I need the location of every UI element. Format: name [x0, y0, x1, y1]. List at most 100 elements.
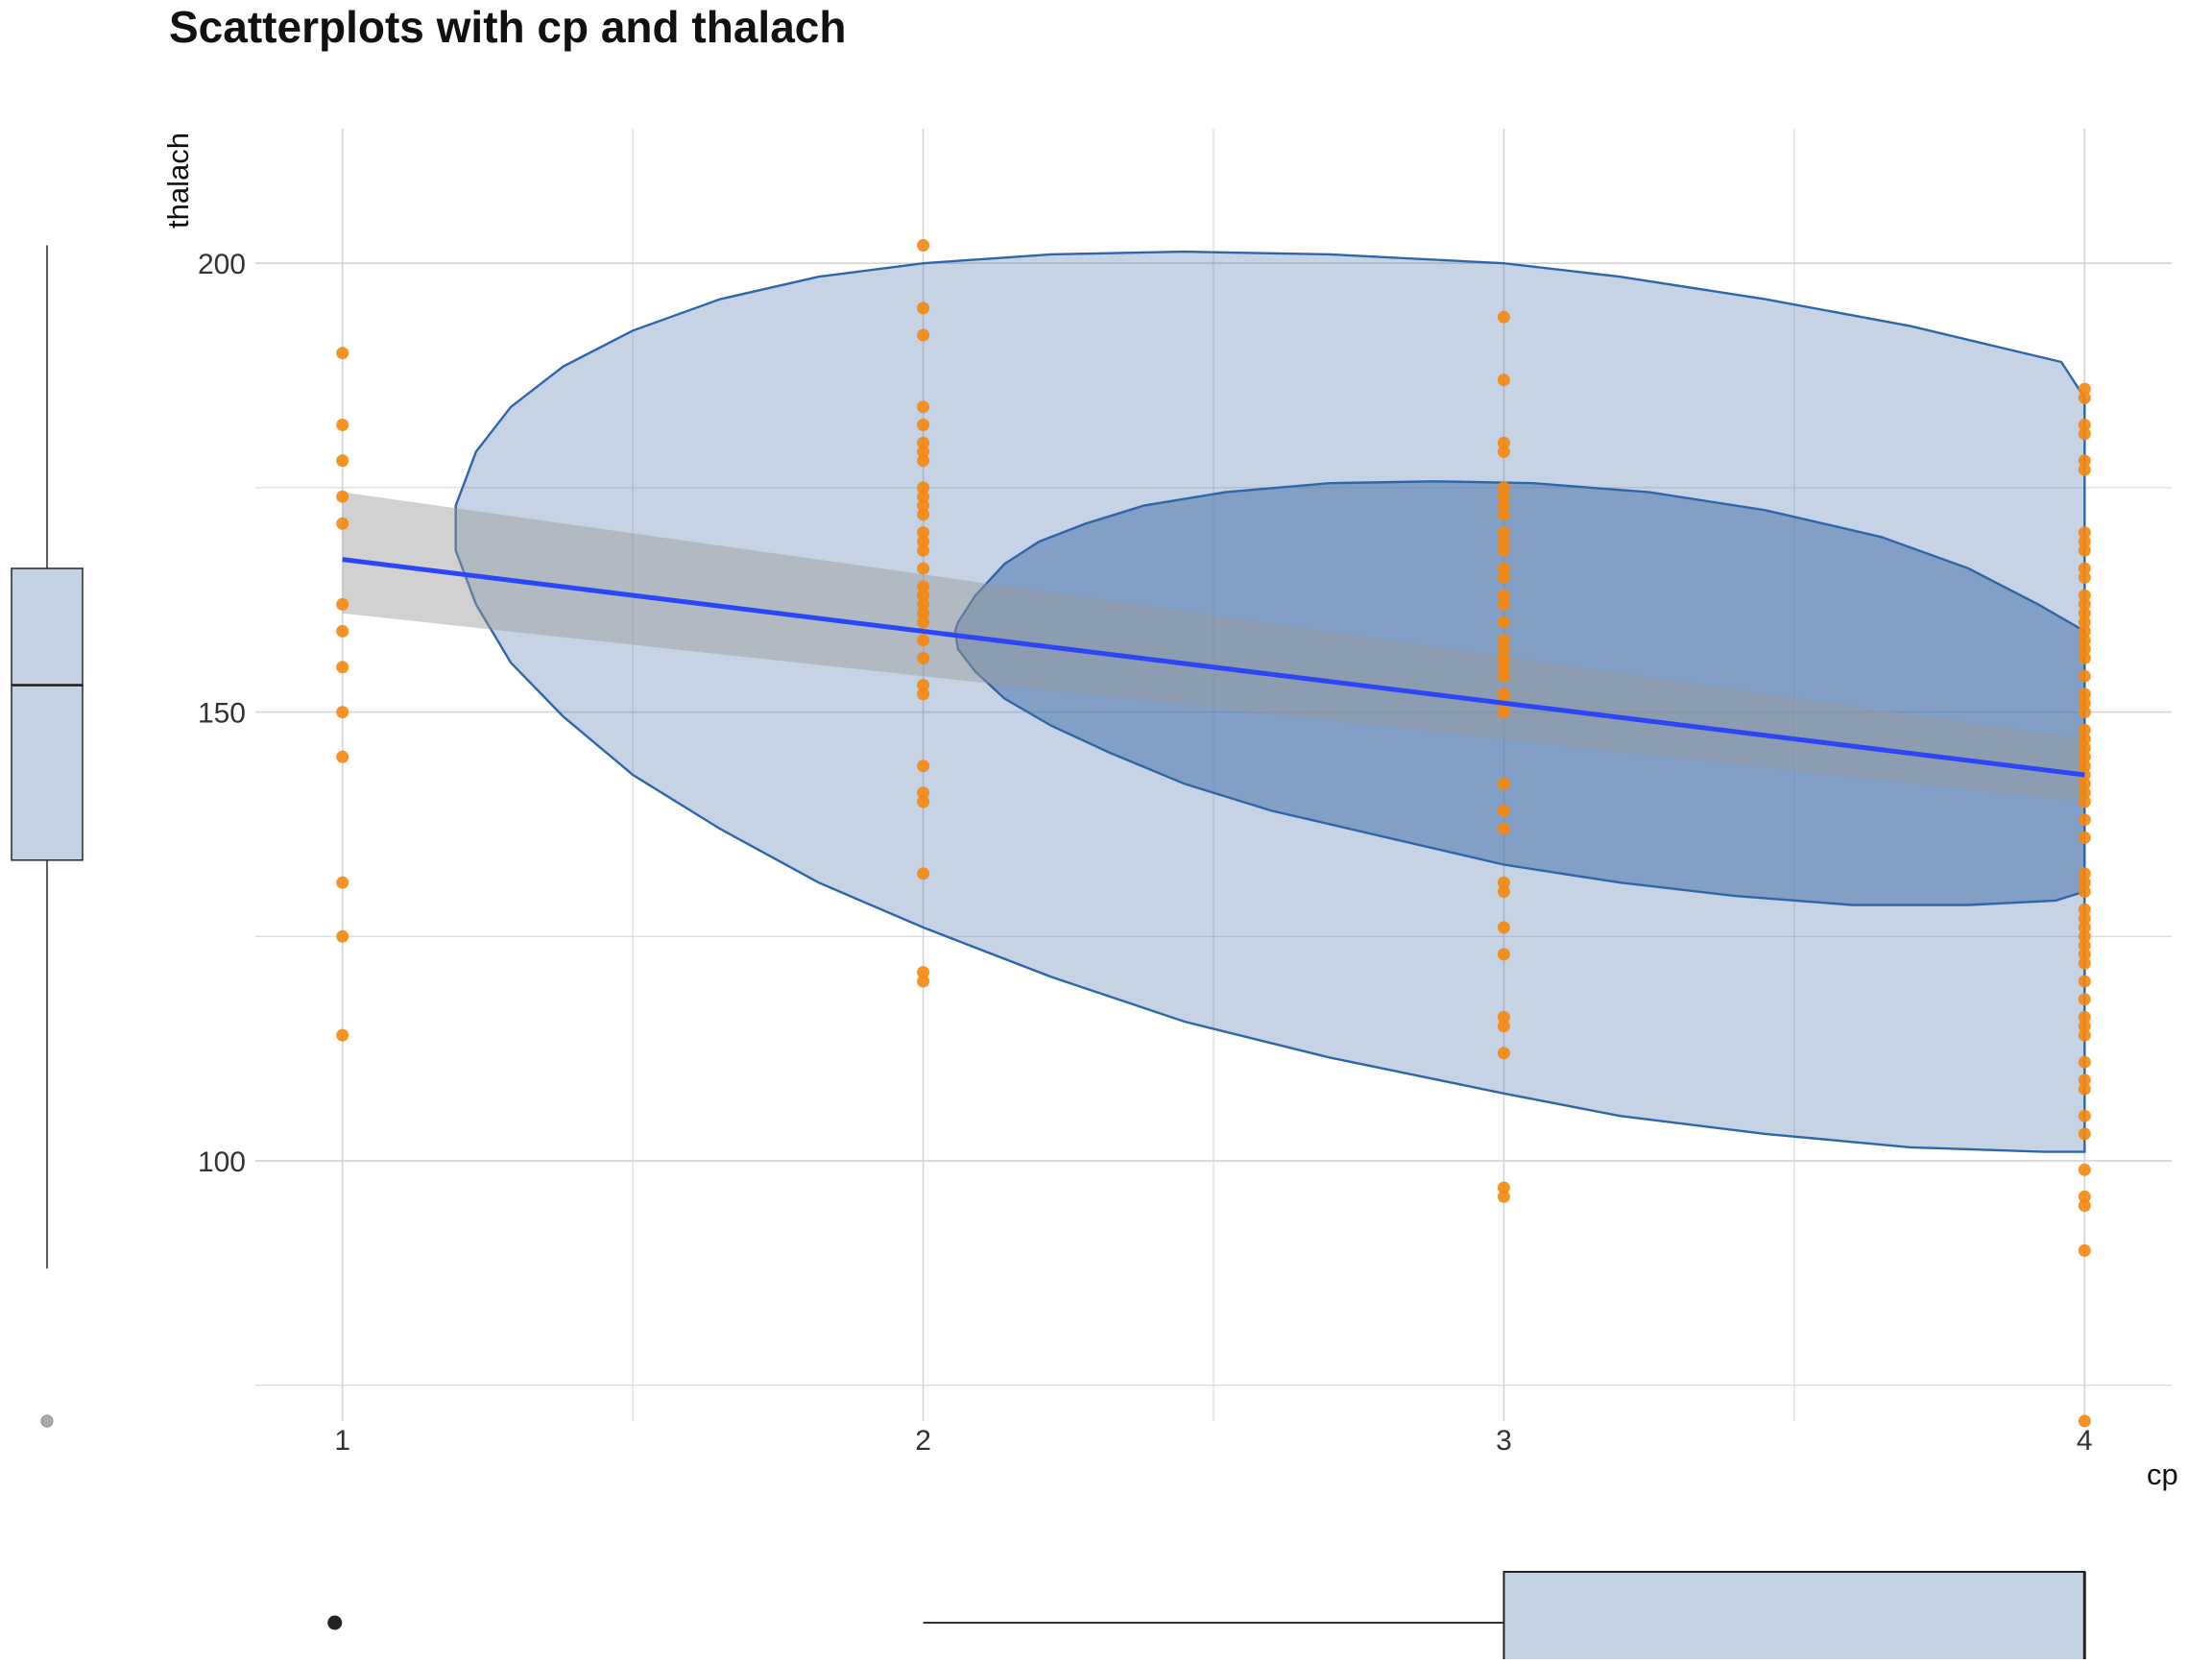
tick-labels: 1 2 3 4 100 150 200	[198, 249, 2093, 1457]
scatter-point	[1497, 885, 1510, 898]
scatter-point	[2078, 993, 2091, 1006]
scatter-point	[917, 454, 930, 468]
scatter-point	[2078, 642, 2091, 656]
scatter-point	[917, 580, 930, 593]
scatter-point	[917, 526, 930, 540]
scatter-point	[917, 795, 930, 808]
y-tick-label: 200	[198, 249, 246, 280]
y-boxplot-outlier	[40, 1414, 54, 1428]
scatter-point	[2078, 939, 2091, 953]
confidence-band	[342, 492, 2085, 802]
y-axis-title: thalach	[161, 133, 195, 229]
scatter-point	[2078, 956, 2091, 970]
scatter-point	[1497, 490, 1510, 503]
scatter-point	[2078, 768, 2091, 782]
x-tick-label: 2	[915, 1425, 931, 1457]
scatter-point	[1497, 876, 1510, 889]
scatter-point	[2078, 733, 2091, 746]
scatter-point	[917, 239, 930, 252]
scatter-point	[2078, 1127, 2091, 1141]
scatter-point	[2078, 885, 2091, 898]
scatter-point	[2078, 391, 2091, 404]
scatter-point	[1497, 1010, 1510, 1024]
scatter-point	[336, 750, 349, 763]
scatter-point	[2078, 1199, 2091, 1213]
scatter-point	[2078, 1020, 2091, 1033]
scatter-point	[917, 490, 930, 503]
x-boxplot-box	[1503, 1571, 2086, 1664]
scatter-point	[1497, 777, 1510, 790]
scatter-point	[1497, 499, 1510, 513]
scatter-point	[917, 446, 930, 458]
scatter-point	[2078, 652, 2091, 664]
scatter-point	[917, 615, 930, 629]
scatter-point	[2078, 1414, 2091, 1428]
chart-title: Scatterplots with cp and thalach	[169, 2, 846, 52]
scatter-point	[1497, 652, 1510, 664]
scatter-point	[2078, 687, 2091, 701]
scatter-point	[2078, 634, 2091, 647]
scatter-point	[2078, 454, 2091, 468]
scatter-point	[1497, 526, 1510, 540]
scatter-point	[2078, 427, 2091, 441]
scatter-point	[917, 508, 930, 521]
scatter-point	[1497, 1181, 1510, 1194]
scatter-point	[2078, 831, 2091, 844]
scatter-point	[2078, 1055, 2091, 1069]
scatter-point	[2078, 903, 2091, 916]
y-tick-label: 150	[198, 698, 246, 730]
scatter-point	[917, 328, 930, 342]
scatter-point	[917, 301, 930, 315]
scatter-point	[2078, 669, 2091, 683]
scatter-point	[2078, 867, 2091, 880]
x-tick-label: 3	[1496, 1425, 1512, 1457]
regression-line	[342, 557, 2085, 778]
scatter-point	[1497, 446, 1510, 458]
scatter-point	[917, 786, 930, 800]
scatter-point	[1497, 634, 1510, 647]
scatter-point	[336, 419, 349, 431]
scatter-point	[917, 634, 930, 647]
scatter-point	[1497, 687, 1510, 701]
marginal-boxplots	[11, 245, 2086, 1664]
y-tick-label: 100	[198, 1146, 246, 1178]
scatter-point	[2078, 1028, 2091, 1042]
scatter-point	[1497, 310, 1510, 324]
scatter-point	[1497, 535, 1510, 548]
scatter-point	[2078, 723, 2091, 736]
scatter-point	[1497, 642, 1510, 656]
scatter-point	[2078, 1073, 2091, 1087]
x-boxplot-outlier	[327, 1615, 343, 1630]
scatter-point	[1497, 589, 1510, 602]
scatter-point	[1497, 706, 1510, 719]
scatter-point	[917, 535, 930, 548]
scatter-point	[2078, 741, 2091, 755]
scatter-point	[917, 543, 930, 557]
x-tick-label: 4	[2077, 1425, 2093, 1457]
scatter-point	[1497, 1190, 1510, 1203]
scatter-point	[1497, 597, 1510, 611]
scatter-point	[1497, 669, 1510, 683]
scatter-point	[2078, 562, 2091, 575]
scatter-point	[336, 490, 349, 503]
scatter-point	[2078, 535, 2091, 548]
density-contour-level-2	[953, 480, 2086, 906]
scatter-point	[2078, 948, 2091, 961]
scatter-point	[1497, 948, 1510, 961]
scatter-point	[2078, 1163, 2091, 1176]
scatter-point	[1497, 921, 1510, 934]
scatter-point	[917, 687, 930, 701]
scatter-point	[336, 661, 349, 674]
scatter-point	[1497, 661, 1510, 674]
scatter-point	[917, 867, 930, 880]
scatter-point	[336, 876, 349, 889]
scatter-point	[917, 652, 930, 664]
scatter-point	[336, 624, 349, 638]
scatter-point	[2078, 786, 2091, 800]
scatter-point	[1497, 822, 1510, 835]
scatter-point	[2078, 813, 2091, 827]
scatter-point	[917, 436, 930, 449]
scatter-point	[917, 760, 930, 773]
